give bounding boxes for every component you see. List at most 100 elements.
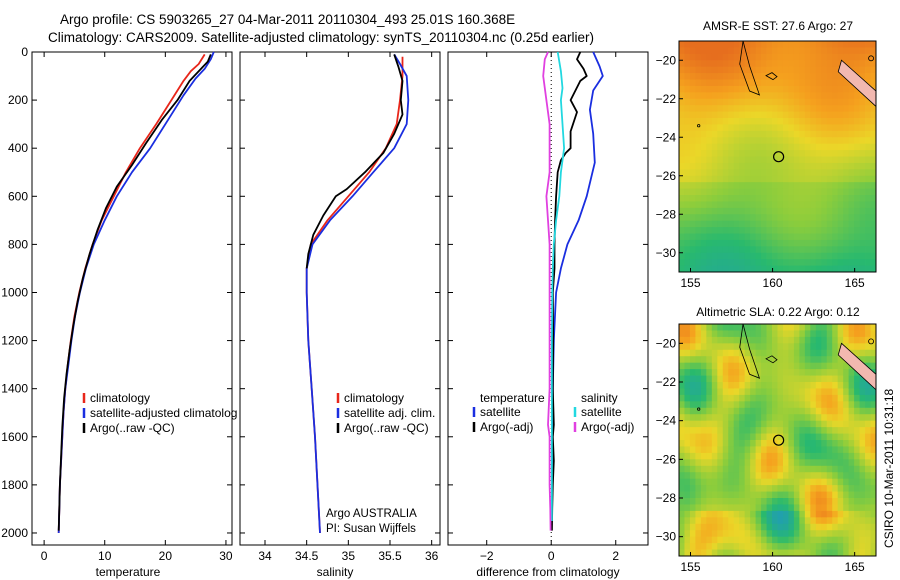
- map-cell: [711, 324, 718, 331]
- map-cell: [728, 79, 735, 87]
- map-cell: [750, 452, 757, 460]
- map-cell: [854, 375, 860, 383]
- map-cell: [821, 220, 828, 228]
- map-cell: [689, 485, 696, 492]
- map-cell: [711, 536, 718, 544]
- map-cell: [859, 388, 866, 396]
- map-cell: [782, 60, 789, 68]
- map-cell: [815, 498, 822, 505]
- map-cell: [684, 169, 691, 177]
- map-cell: [695, 517, 702, 525]
- map-cell: [739, 73, 746, 80]
- map-cell: [854, 92, 860, 100]
- map-cell: [766, 427, 773, 434]
- map-cell: [821, 369, 828, 376]
- map-cell: [722, 252, 729, 260]
- map-cell: [799, 143, 806, 151]
- map-cell: [733, 220, 740, 228]
- map-cell: [837, 41, 844, 48]
- map-cell: [772, 362, 778, 370]
- map-cell: [854, 543, 860, 550]
- map-cell: [810, 420, 817, 428]
- map-cell: [821, 201, 828, 209]
- map-cell: [793, 440, 800, 447]
- map-cell: [728, 201, 735, 209]
- map-cell: [837, 85, 844, 93]
- map-cell: [821, 265, 828, 273]
- map-cell: [799, 137, 806, 145]
- map-cell: [821, 60, 828, 68]
- map-cell: [804, 252, 811, 260]
- map-cell: [832, 349, 839, 357]
- map-cell: [766, 401, 773, 409]
- map-cell: [728, 214, 735, 222]
- map-cell: [733, 356, 740, 364]
- map-cell: [711, 401, 718, 409]
- map-cell: [766, 498, 773, 505]
- map-cell: [755, 452, 762, 460]
- map-cell: [706, 330, 713, 338]
- map-cell: [788, 188, 795, 196]
- map-cell: [854, 105, 860, 112]
- map-cell: [859, 239, 866, 247]
- map-cell: [744, 92, 751, 100]
- map-cell: [695, 105, 702, 112]
- map-cell: [854, 414, 860, 422]
- map-cell: [832, 150, 839, 157]
- map-cell: [870, 536, 877, 544]
- map-cell: [793, 446, 800, 454]
- map-cell: [706, 504, 713, 512]
- map-cell: [859, 259, 866, 266]
- map-cell: [728, 85, 735, 93]
- map-cell: [832, 60, 839, 68]
- map-cell: [761, 246, 767, 254]
- map-cell: [761, 79, 767, 87]
- map-cell: [832, 85, 839, 93]
- map-cell: [772, 394, 778, 402]
- map-cell: [695, 143, 702, 151]
- map-cell: [744, 259, 751, 266]
- map-cell: [843, 472, 850, 480]
- map-cell: [728, 530, 735, 538]
- map-cell: [733, 252, 740, 260]
- map-cell: [750, 118, 757, 125]
- map-cell: [865, 214, 871, 222]
- map-cell: [799, 375, 806, 383]
- map-cell: [859, 420, 866, 428]
- map-cell: [706, 111, 713, 119]
- map-cell: [761, 407, 767, 415]
- map-cell: [832, 220, 839, 228]
- map-cell: [804, 220, 811, 228]
- map-cell: [810, 498, 817, 505]
- map-cell: [761, 233, 767, 241]
- map-cell: [706, 498, 713, 505]
- map-cell: [679, 382, 685, 389]
- map-cell: [755, 433, 762, 441]
- map-cell: [750, 60, 757, 68]
- map-cell: [777, 118, 784, 125]
- map-cell: [826, 156, 833, 164]
- map-cell: [815, 105, 822, 112]
- map-cell: [733, 543, 740, 550]
- map-cell: [859, 66, 866, 74]
- map-cell: [772, 85, 778, 93]
- temperature-legend-label: climatology: [90, 391, 150, 405]
- coastline-outline: [739, 40, 761, 96]
- map-cell: [772, 143, 778, 151]
- map-cell: [832, 201, 839, 209]
- map-cell: [711, 369, 718, 376]
- map-cell: [711, 498, 718, 505]
- map-cell: [854, 239, 860, 247]
- map-cell: [772, 498, 778, 505]
- map-cell: [766, 446, 773, 454]
- map-cell: [821, 472, 828, 480]
- map-cell: [717, 182, 724, 189]
- map-cell: [804, 394, 811, 402]
- map-cell: [826, 375, 833, 383]
- map-cell: [859, 182, 866, 189]
- map-cell: [782, 440, 789, 447]
- map-cell: [722, 343, 729, 351]
- map-cell: [679, 265, 685, 273]
- map-cell: [733, 98, 740, 106]
- map-cell: [804, 239, 811, 247]
